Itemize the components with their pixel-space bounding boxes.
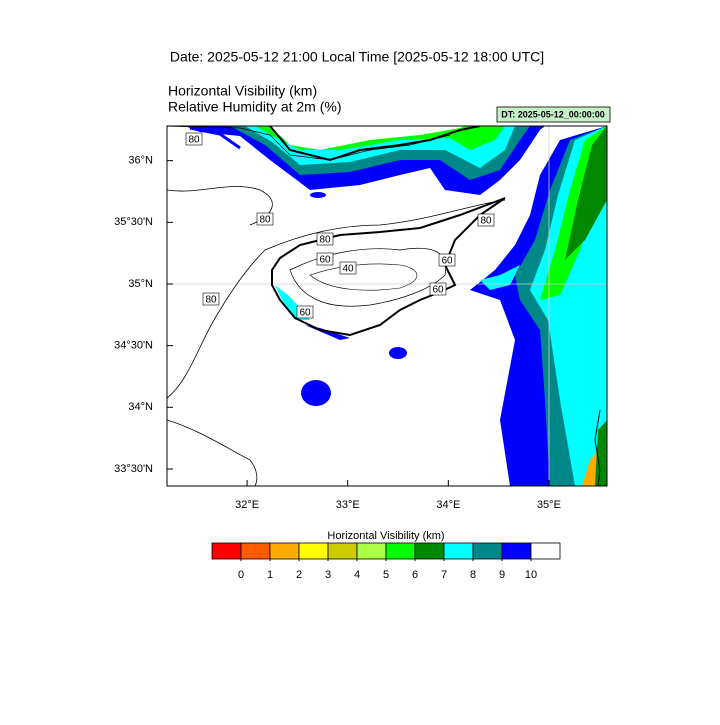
colorbar-box <box>240 542 271 560</box>
colorbar-label: 0 <box>238 569 244 581</box>
map-frame <box>166 125 608 487</box>
colorbar-box <box>472 542 503 560</box>
contour-label-box <box>477 213 495 227</box>
contour-label: 60 <box>319 255 331 266</box>
colorbar-title: Horizontal Visibility (km) <box>327 530 444 542</box>
contour-label-box <box>296 305 314 319</box>
colorbar-label: 2 <box>296 569 302 581</box>
colorbar-label: 7 <box>441 569 447 581</box>
colorbar-label: 6 <box>412 569 418 581</box>
y-tick-label: 33°30'N <box>114 463 153 475</box>
colorbar-label: 4 <box>354 569 360 581</box>
field-title: Relative Humidity at 2m (%) <box>168 99 342 115</box>
contour-label: 80 <box>205 295 217 306</box>
colorbar-label: 1 <box>267 569 273 581</box>
colorbar-box <box>443 542 474 560</box>
colorbar-label: 8 <box>470 569 476 581</box>
contour-label-box <box>316 252 334 266</box>
x-tick-label: 34°E <box>436 499 460 511</box>
colorbar-box <box>356 542 387 560</box>
colorbar-label: 5 <box>383 569 389 581</box>
contour-label: 80 <box>480 216 492 227</box>
contour-label-box <box>185 132 203 146</box>
x-tick-label: 35°E <box>537 499 561 511</box>
y-tick-label: 35°N <box>128 278 153 290</box>
x-tick-label: 32°E <box>235 499 259 511</box>
contour-label: 60 <box>441 256 453 267</box>
dt-box <box>496 106 611 123</box>
colorbar-label: 9 <box>499 569 505 581</box>
colorbar-box <box>530 542 561 560</box>
contour-label-box <box>316 232 334 246</box>
colorbar-box <box>211 542 242 560</box>
y-tick-label: 34°30'N <box>114 340 153 352</box>
field-title: Horizontal Visibility (km) <box>168 83 317 99</box>
contour-label-box <box>438 253 456 267</box>
colorbar-box <box>298 542 329 560</box>
contour-label-box <box>256 212 274 226</box>
colorbar-box <box>327 542 358 560</box>
dt-label: DT: 2025-05-12_00:00:00 <box>501 109 605 119</box>
contour-label: 80 <box>319 235 331 246</box>
contour-label-box <box>429 282 447 296</box>
contour-label-box <box>202 292 220 306</box>
y-tick-label: 34°N <box>128 401 153 413</box>
colorbar-label: 3 <box>325 569 331 581</box>
colorbar-label: 10 <box>525 569 537 581</box>
contour-label: 60 <box>432 285 444 296</box>
contour-label: 80 <box>259 215 271 226</box>
contour-label: 80 <box>188 135 200 146</box>
date-title: Date: 2025-05-12 21:00 Local Time [2025-… <box>170 49 544 65</box>
contour-label-box <box>339 261 357 275</box>
colorbar-box <box>501 542 532 560</box>
map-fields <box>167 126 607 486</box>
y-tick-label: 35°30'N <box>114 216 153 228</box>
colorbar-box <box>385 542 416 560</box>
colorbar-box <box>269 542 300 560</box>
y-tick-label: 36°N <box>128 155 153 167</box>
contour-label: 40 <box>342 264 354 275</box>
colorbar-box <box>414 542 445 560</box>
x-tick-label: 33°E <box>336 499 360 511</box>
contour-label: 60 <box>299 308 311 319</box>
